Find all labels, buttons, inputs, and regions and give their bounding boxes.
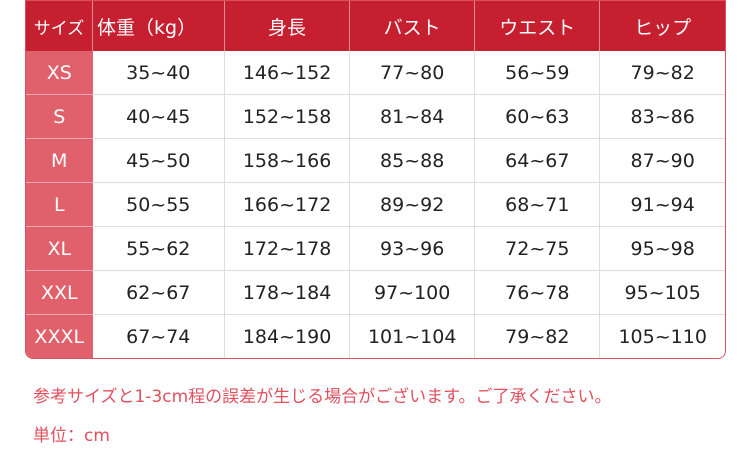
table-cell: 40~45 [92, 94, 225, 139]
size-label: S [26, 94, 93, 139]
column-header: 体重（kg） [92, 1, 225, 51]
table-cell: 67~74 [92, 314, 225, 358]
column-header: 身長 [224, 1, 351, 51]
table-cell: 68~71 [474, 182, 601, 227]
table-cell: 89~92 [349, 182, 476, 227]
table-cell: 55~62 [92, 226, 225, 271]
table-cell: 79~82 [599, 51, 725, 95]
table-row: S 40~45 152~158 81~84 60~63 83~86 [26, 94, 725, 139]
table-cell: 95~105 [599, 270, 725, 315]
column-header: サイズ [26, 1, 93, 51]
column-header: バスト [349, 1, 476, 51]
size-label: XXL [26, 270, 93, 315]
table-cell: 166~172 [224, 182, 351, 227]
table-cell: 91~94 [599, 182, 725, 227]
table-cell: 76~78 [474, 270, 601, 315]
table-row: L 50~55 166~172 89~92 68~71 91~94 [26, 182, 725, 227]
table-cell: 56~59 [474, 51, 601, 95]
table-row: XS 35~40 146~152 77~80 56~59 79~82 [26, 51, 725, 95]
table-row: M 45~50 158~166 85~88 64~67 87~90 [26, 138, 725, 183]
table-cell: 50~55 [92, 182, 225, 227]
unit-label: 単位：cm [33, 426, 110, 446]
size-label: M [26, 138, 93, 183]
column-header: ウエスト [474, 1, 601, 51]
table-cell: 60~63 [474, 94, 601, 139]
table-cell: 79~82 [474, 314, 601, 358]
table-cell: 77~80 [349, 51, 476, 95]
table-row: XL 55~62 172~178 93~96 72~75 95~98 [26, 226, 725, 271]
table-cell: 184~190 [224, 314, 351, 358]
table-cell: 105~110 [618, 325, 707, 348]
size-label: XXXL [26, 314, 93, 358]
table-cell: 97~100 [349, 270, 476, 315]
column-header: ヒップ [599, 1, 725, 51]
table-cell: 87~90 [599, 138, 725, 183]
table-cell: 72~75 [474, 226, 601, 271]
table-cell: 152~158 [224, 94, 351, 139]
table-cell: 158~166 [224, 138, 351, 183]
size-disclaimer: 参考サイズと1-3cm程の誤差が生じる場合がございます。ご了承ください。 [33, 387, 612, 407]
table-cell: 35~40 [92, 51, 225, 95]
table-cell: 45~50 [92, 138, 225, 183]
table-cell: 83~86 [599, 94, 725, 139]
size-label: XS [26, 51, 93, 95]
table-row: XXXL 67~74 184~190 101~104 79~82 105~110 [26, 314, 725, 358]
table-cell: 64~67 [474, 138, 601, 183]
table-cell: 95~98 [599, 226, 725, 271]
table-row: XXL 62~67 178~184 97~100 76~78 95~105 [26, 270, 725, 315]
table-cell: 81~84 [349, 94, 476, 139]
size-label: L [26, 182, 93, 227]
table-cell: 62~67 [92, 270, 225, 315]
table-cell: 146~152 [224, 51, 351, 95]
table-cell: 93~96 [349, 226, 476, 271]
size-chart-table: サイズ 体重（kg） 身長 バスト ウエスト ヒップ XS 35~40 146~152 77~8… [25, 0, 726, 359]
table-cell: 178~184 [224, 270, 351, 315]
table-cell: 172~178 [224, 226, 351, 271]
table-cell: 101~104 [349, 314, 476, 358]
header-row: サイズ 体重（kg） 身長 バスト ウエスト ヒップ [26, 1, 725, 51]
size-label: XL [26, 226, 93, 271]
table-cell: 85~88 [349, 138, 476, 183]
